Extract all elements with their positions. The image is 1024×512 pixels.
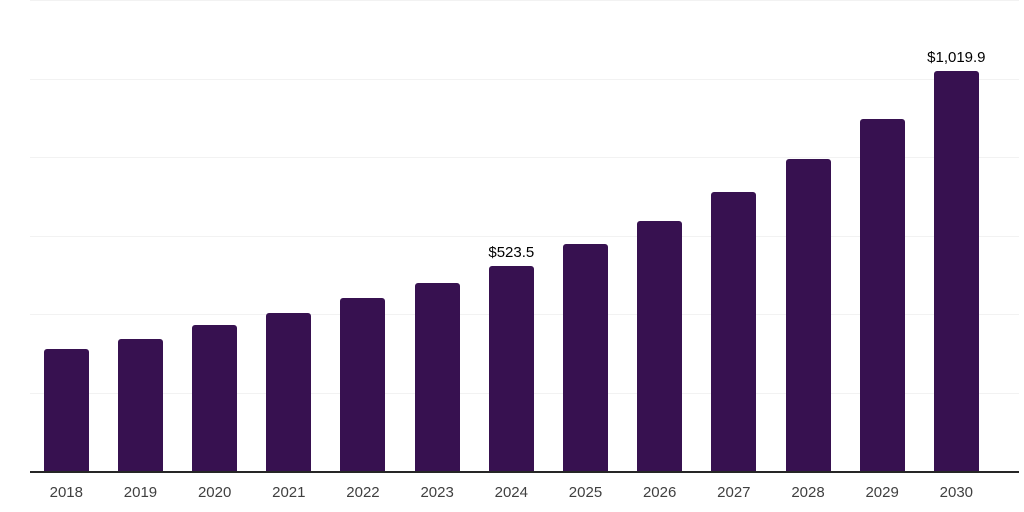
bar-2019 — [117, 339, 163, 471]
x-tick-2020: 2020 — [197, 484, 232, 501]
x-tick-2027: 2027 — [717, 484, 751, 501]
bar-2020 — [192, 325, 238, 471]
x-tick-2026: 2026 — [642, 484, 677, 501]
bar-2021 — [266, 313, 312, 471]
x-tick-2030: 2030 — [939, 484, 974, 501]
x-tick-2028: 2028 — [791, 484, 825, 501]
bar-2026 — [637, 221, 683, 471]
gridline-1000 — [30, 78, 1019, 80]
x-tick-2025: 2025 — [568, 484, 603, 501]
bar-2023 — [414, 282, 460, 471]
gridline-800 — [30, 157, 1019, 158]
bar-2025 — [562, 244, 608, 471]
x-tick-2022: 2022 — [346, 484, 380, 501]
data-label-2030: $1,019.9 — [927, 48, 986, 66]
x-tick-2029: 2029 — [865, 484, 899, 501]
gridline-600 — [30, 235, 1019, 237]
bar-2024 — [488, 265, 534, 471]
x-tick-2021: 2021 — [272, 484, 306, 501]
bar-2022 — [340, 298, 386, 471]
x-tick-2023: 2023 — [420, 484, 454, 501]
gridline-1200 — [30, 0, 1019, 1]
bar-2028 — [785, 158, 831, 471]
data-label-2024: $523.5 — [488, 243, 535, 261]
bar-2030 — [933, 70, 979, 471]
x-axis-line — [30, 471, 1019, 473]
bar-2029 — [859, 118, 905, 471]
x-tick-2024: 2024 — [494, 484, 528, 501]
plot-area: $523.5 $1,019.9 — [30, 0, 1019, 473]
bar-2027 — [711, 191, 757, 471]
x-tick-2019: 2019 — [123, 484, 158, 501]
x-tick-2018: 2018 — [49, 484, 83, 501]
bar-2018 — [43, 349, 89, 471]
